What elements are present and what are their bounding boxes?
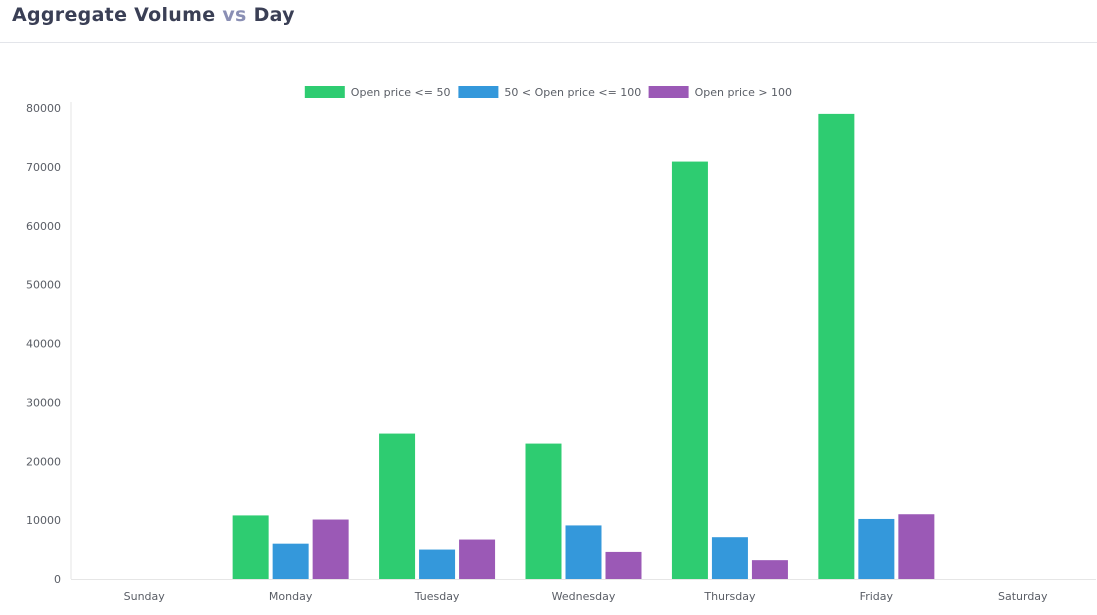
y-tick-label: 80000	[26, 102, 61, 115]
bar[interactable]	[525, 443, 562, 579]
bar[interactable]	[898, 514, 935, 579]
y-tick-label: 30000	[26, 396, 61, 409]
bar[interactable]	[751, 560, 788, 579]
legend-swatch	[648, 86, 689, 98]
title-dimension: Day	[253, 4, 295, 26]
bar[interactable]	[232, 515, 269, 579]
bar[interactable]	[565, 525, 602, 579]
legend-label: Open price > 100	[695, 86, 792, 99]
legend-item[interactable]: 50 < Open price <= 100	[458, 86, 641, 99]
x-tick-label: Thursday	[703, 590, 756, 603]
legend-label: Open price <= 50	[351, 86, 451, 99]
legend-label: 50 < Open price <= 100	[504, 86, 641, 99]
y-tick-label: 60000	[26, 220, 61, 233]
y-tick-label: 50000	[26, 279, 61, 292]
x-axis: Sunday Monday Tuesday Wednesday Thursday Frid…	[71, 579, 1096, 603]
x-tick-label: Wednesday	[552, 590, 616, 603]
legend-swatch	[458, 86, 499, 98]
title-vs: vs	[222, 4, 247, 26]
bar[interactable]	[379, 433, 416, 579]
y-tick-label: 10000	[26, 514, 61, 527]
title-main: Aggregate Volume	[12, 4, 216, 26]
bars	[232, 113, 935, 580]
x-tick-label: Sunday	[124, 590, 166, 603]
bar[interactable]	[459, 539, 496, 579]
legend-item[interactable]: Open price <= 50	[304, 86, 451, 99]
bar[interactable]	[818, 113, 855, 579]
x-tick-label: Tuesday	[414, 590, 460, 603]
bar[interactable]	[858, 518, 895, 579]
bar[interactable]	[272, 543, 309, 579]
bar-chart: Open price <= 50 50 < Open price <= 100 Op…	[26, 86, 1096, 603]
y-tick-label: 70000	[26, 161, 61, 174]
y-tick-label: 0	[54, 573, 61, 586]
page-title: Aggregate Volume vs Day	[12, 4, 295, 26]
y-tick-label: 20000	[26, 455, 61, 468]
bar[interactable]	[605, 551, 642, 579]
legend-item[interactable]: Open price > 100	[648, 86, 792, 99]
x-tick-label: Saturday	[998, 590, 1048, 603]
bar[interactable]	[671, 161, 708, 580]
y-axis: 0 10000 20000 30000 40000 50000 60000 70000 8000…	[26, 102, 72, 586]
legend-swatch	[304, 86, 345, 98]
bar[interactable]	[711, 537, 748, 579]
bar[interactable]	[312, 519, 349, 579]
x-tick-label: Friday	[860, 590, 894, 603]
chart-legend[interactable]: Open price <= 50 50 < Open price <= 100 Op…	[304, 86, 792, 99]
page-header: Aggregate Volume vs Day	[0, 0, 1097, 43]
bar[interactable]	[419, 549, 456, 579]
y-tick-label: 40000	[26, 338, 61, 351]
x-tick-label: Monday	[269, 590, 313, 603]
